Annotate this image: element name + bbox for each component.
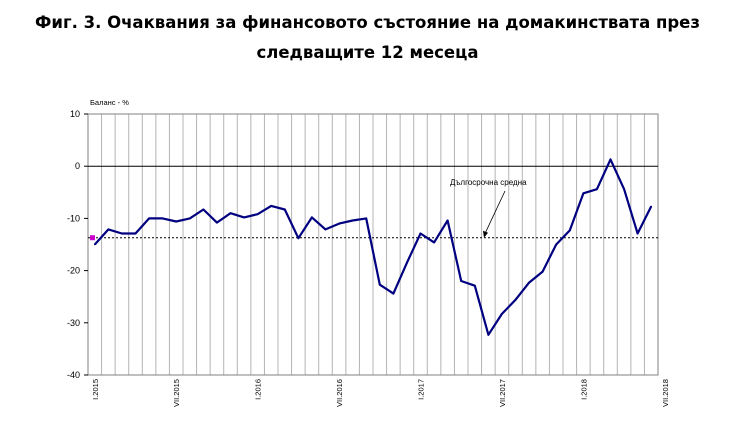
data-point xyxy=(568,229,571,232)
data-point xyxy=(623,188,625,190)
plot-area-frame xyxy=(87,113,659,376)
x-tick-label: I.2018 xyxy=(579,379,588,400)
chart-title-line1: Фиг. 3. Очаквания за финансовото състоян… xyxy=(35,13,700,32)
y-axis-unit-label: Баланс - % xyxy=(90,98,129,107)
x-tick-label: I.2016 xyxy=(254,379,263,400)
x-tick-label: VII.2016 xyxy=(335,379,344,407)
data-point xyxy=(202,208,205,211)
chart-title-line2: следващите 12 месеца xyxy=(256,43,479,62)
data-point xyxy=(541,270,544,273)
annotation-arrow xyxy=(483,190,506,236)
data-point xyxy=(392,292,395,295)
data-point xyxy=(446,219,449,222)
y-tick-label: 10 xyxy=(70,109,80,119)
data-point xyxy=(311,216,313,219)
data-point xyxy=(487,334,490,336)
x-axis-ticks: I.2015 VII.2015 I.2016 VII.2016 I.2017 VII.20… xyxy=(91,379,670,407)
data-point xyxy=(243,216,245,219)
data-point xyxy=(609,158,612,161)
data-point xyxy=(324,228,327,231)
series-line xyxy=(93,158,653,336)
data-point xyxy=(419,232,422,235)
data-point xyxy=(188,217,191,220)
data-point xyxy=(351,219,354,222)
data-point xyxy=(596,188,598,190)
data-point xyxy=(473,284,476,287)
x-tick-label: VII.2017 xyxy=(498,379,507,407)
data-point xyxy=(338,222,340,225)
data-point xyxy=(256,213,259,216)
data-point xyxy=(229,212,232,214)
grid-lines xyxy=(101,114,645,375)
data-point xyxy=(501,313,503,315)
data-point xyxy=(460,280,463,282)
x-tick-label: I.2015 xyxy=(91,379,100,400)
x-tick-label: VII.2018 xyxy=(661,379,670,407)
data-point xyxy=(378,283,381,286)
y-axis-ticks: 10 0 -10 -20 -30 -40 xyxy=(67,109,88,380)
y-tick-label: -30 xyxy=(67,318,80,328)
data-point xyxy=(283,208,286,211)
data-point xyxy=(297,237,300,240)
data-point xyxy=(107,228,110,231)
data-point xyxy=(636,232,639,235)
data-point xyxy=(161,217,164,220)
y-tick-label: 0 xyxy=(75,161,80,171)
data-point xyxy=(148,217,150,220)
long-term-average-marker xyxy=(90,235,95,241)
data-point xyxy=(365,217,368,220)
data-point xyxy=(528,281,530,284)
y-tick-label: -20 xyxy=(67,266,80,276)
data-point xyxy=(216,221,218,224)
y-tick-label: -40 xyxy=(67,370,80,380)
data-point xyxy=(650,205,653,208)
x-tick-label: I.2017 xyxy=(417,379,426,400)
data-point xyxy=(582,192,585,195)
data-point xyxy=(433,241,435,244)
data-point xyxy=(93,243,96,246)
data-point xyxy=(175,220,178,223)
annotation-arrowhead xyxy=(483,230,488,238)
x-tick-label: VII.2015 xyxy=(172,379,181,407)
y-tick-label: -10 xyxy=(67,213,80,223)
data-point xyxy=(270,205,273,207)
data-point xyxy=(121,232,123,235)
series-group xyxy=(93,158,653,336)
data-point xyxy=(406,261,408,264)
data-point xyxy=(514,299,517,301)
long-term-average-label: Дългосрочна средна xyxy=(450,178,527,187)
data-point xyxy=(134,232,137,235)
data-point xyxy=(555,243,558,246)
